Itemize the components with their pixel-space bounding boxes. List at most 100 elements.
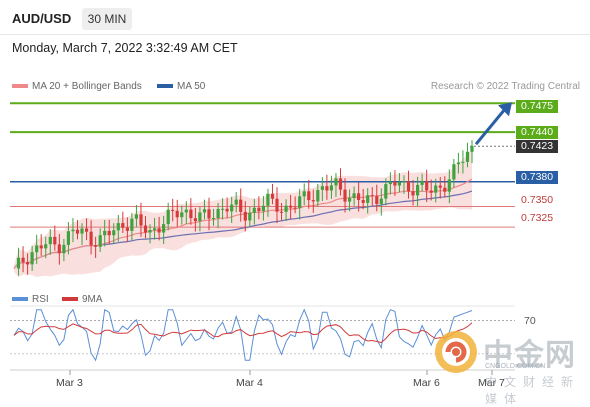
- ma50-swatch: [157, 84, 173, 89]
- x-tick-3: Mar 7: [478, 377, 505, 389]
- candle-body: [21, 257, 25, 263]
- candle-body: [320, 186, 324, 190]
- rsi-swatch: [12, 297, 28, 302]
- ma9-swatch: [62, 297, 78, 302]
- candle-body: [248, 212, 252, 221]
- candle-body: [216, 209, 220, 218]
- x-tick-1: Mar 4: [236, 377, 263, 389]
- candle-body: [425, 180, 429, 191]
- symbol-title: AUD/USD: [12, 11, 72, 26]
- bollinger-band: [14, 148, 472, 278]
- candle-body: [334, 178, 338, 186]
- candle-body: [452, 164, 456, 180]
- candle-body: [202, 209, 207, 213]
- candle-body: [35, 245, 39, 253]
- candle-body: [180, 212, 184, 218]
- candle-body: [416, 184, 420, 196]
- candle-body: [230, 204, 234, 212]
- candle-body: [397, 182, 401, 186]
- candle-body: [193, 218, 197, 222]
- candle-body: [270, 193, 275, 199]
- level-label-3: 0.7380: [516, 171, 558, 184]
- candle-body: [139, 214, 143, 226]
- candle-body: [388, 181, 392, 185]
- candle-body: [279, 211, 284, 213]
- x-tick-0: Mar 3: [56, 377, 83, 389]
- candle-body: [89, 231, 93, 246]
- candle-body: [94, 245, 98, 247]
- candle-body: [293, 207, 297, 209]
- candle-body: [48, 236, 52, 245]
- candle-body: [470, 146, 474, 152]
- candle-body: [107, 230, 111, 236]
- candle-body: [44, 244, 48, 249]
- candle-body: [266, 193, 270, 206]
- candle-body: [184, 209, 188, 213]
- candle-body: [357, 193, 361, 200]
- candle-body: [338, 178, 343, 190]
- target-arrow-head: [498, 102, 512, 117]
- candle-body: [302, 191, 306, 197]
- candle-body: [57, 244, 61, 254]
- legend-rsi: RSI: [12, 294, 49, 305]
- candle-body: [234, 199, 238, 205]
- candle-body: [189, 209, 193, 219]
- rsi-line: [13, 308, 473, 362]
- candle-body: [443, 187, 447, 192]
- candle-body: [75, 229, 80, 234]
- timeframe-badge[interactable]: 30 MIN: [82, 8, 132, 30]
- candle-body: [239, 199, 243, 212]
- rsi-9ma-line: [13, 322, 473, 344]
- candle-body: [447, 179, 451, 192]
- level-label-4: 0.7350: [521, 194, 554, 206]
- candle-body: [379, 198, 383, 204]
- research-credit: Research © 2022 Trading Central: [430, 81, 580, 92]
- candle-body: [85, 228, 89, 232]
- candle-body: [121, 223, 125, 228]
- candle-body: [284, 205, 288, 212]
- candle-body: [53, 236, 57, 245]
- chart-datetime: Monday, March 7, 2022 3:32:49 AM CET: [12, 41, 238, 55]
- target-arrow-shaft: [474, 109, 506, 146]
- cngold-logo-icon: [435, 331, 477, 373]
- candle-body: [66, 231, 70, 245]
- candle-body: [134, 214, 138, 219]
- candle-body: [456, 162, 460, 165]
- candle-body: [30, 252, 34, 265]
- rsi-panel: [10, 305, 515, 362]
- candle-body: [434, 185, 438, 193]
- candle-body: [157, 228, 161, 233]
- candle-body: [143, 225, 148, 233]
- legend-ma20-label: MA 20 + Bollinger Bands: [32, 81, 142, 92]
- candle-body: [261, 205, 265, 212]
- candle-body: [225, 208, 229, 212]
- level-label-5: 0.7325: [521, 212, 554, 224]
- candles: [16, 140, 474, 276]
- candle-body: [348, 197, 352, 202]
- candle-body: [26, 262, 30, 265]
- candle-body: [393, 181, 397, 186]
- candle-body: [298, 196, 302, 209]
- candle-body: [243, 211, 247, 221]
- candle-body: [329, 185, 333, 191]
- candle-body: [153, 228, 157, 230]
- moving-averages: [13, 178, 473, 269]
- candle-body: [252, 207, 256, 213]
- candle-body: [171, 209, 175, 211]
- ma20-line: [13, 178, 473, 269]
- ma20-swatch: [12, 84, 28, 89]
- candle-body: [162, 224, 166, 233]
- legend-rsi-label: RSI: [32, 294, 49, 305]
- price-chart[interactable]: [0, 95, 590, 400]
- watermark-url: CNGOLD.COM.CN: [485, 363, 546, 370]
- candle-body: [316, 190, 320, 202]
- candle-body: [166, 209, 170, 225]
- candle-body: [275, 198, 279, 212]
- rsi-level-label: 70: [524, 315, 536, 327]
- candle-body: [289, 205, 293, 208]
- candle-body: [402, 181, 406, 183]
- candle-body: [125, 227, 129, 231]
- legend-9ma-label: 9MA: [82, 294, 103, 305]
- candle-body: [130, 218, 134, 231]
- candle-body: [39, 245, 43, 249]
